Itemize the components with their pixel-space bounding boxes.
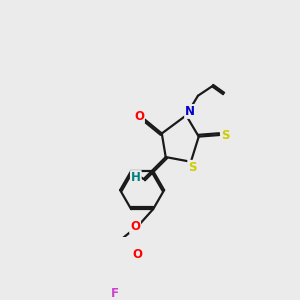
Text: O: O	[130, 220, 140, 233]
Text: N: N	[185, 105, 195, 118]
Text: F: F	[111, 287, 119, 300]
Text: S: S	[188, 161, 197, 174]
Text: S: S	[221, 128, 230, 142]
Text: H: H	[131, 171, 141, 184]
Text: O: O	[132, 248, 142, 261]
Text: O: O	[134, 110, 144, 123]
